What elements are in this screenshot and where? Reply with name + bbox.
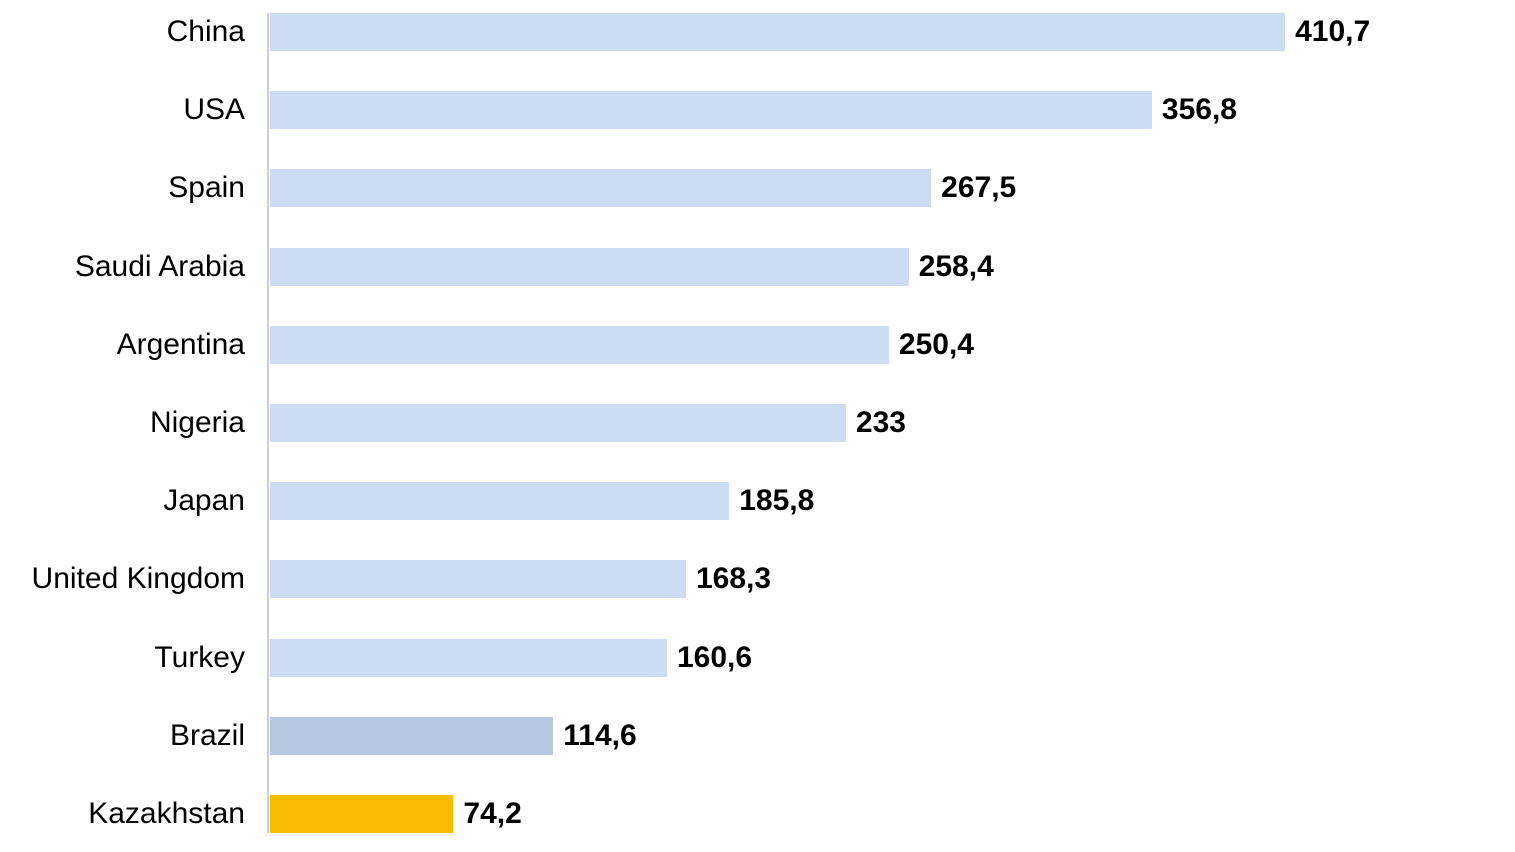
bar [270,169,932,208]
bar-row: Nigeria 233 [0,404,1515,442]
value-label: 233 [855,406,906,439]
bar-row: Kazakhstan 74,2 [0,795,1515,833]
bar-row: USA 356,8 [0,91,1515,130]
category-label: Japan [163,484,245,518]
bar-track: 185,8 [270,482,1515,521]
bar-row: Brazil 114,6 [0,716,1515,755]
category-label: China [166,15,245,48]
bar [270,404,846,442]
value-label: 114,6 [563,718,637,752]
bar-track: 114,6 [270,716,1515,755]
bar [270,560,686,599]
category-label: United Kingdom [31,562,245,596]
bar-track: 356,8 [270,91,1515,130]
bar-row: United Kingdom 168,3 [0,560,1515,599]
bar-row: Argentina 250,4 [0,325,1515,364]
category-label: Nigeria [149,406,245,439]
value-label: 410,7 [1295,15,1371,48]
bar [270,247,909,286]
value-label: 185,8 [739,484,815,518]
bar-row: Turkey 160,6 [0,638,1515,677]
bar-track: 233 [270,404,1515,442]
bar [270,13,1286,51]
value-label: 168,3 [695,562,772,596]
value-label: 250,4 [898,327,974,361]
category-label: Kazakhstan [88,797,245,830]
category-label: Brazil [169,718,245,752]
bar-row: Japan 185,8 [0,482,1515,521]
value-label: 160,6 [676,640,753,674]
bar-track: 74,2 [270,795,1515,833]
value-label: 356,8 [1161,93,1237,127]
category-label: Spain [168,171,245,205]
bar-row: China 410,7 [0,13,1515,51]
bar [270,716,554,755]
value-label: 258,4 [918,249,994,283]
bar-track: 250,4 [270,325,1515,364]
category-label: Saudi Arabia [74,249,245,283]
category-label: USA [183,93,245,127]
value-label: 267,5 [941,171,1017,205]
bar-track: 267,5 [270,169,1515,208]
bar-track: 168,3 [270,560,1515,599]
y-axis-line [267,13,269,833]
bar [270,795,454,833]
bar [270,482,730,521]
bar-row: Spain 267,5 [0,169,1515,208]
bar [270,325,889,364]
bar [270,91,1152,130]
bar [270,638,667,677]
bar-track: 160,6 [270,638,1515,677]
bar-row: Saudi Arabia 258,4 [0,247,1515,286]
category-label: Argentina [116,327,245,361]
category-label: Turkey [154,640,245,674]
bar-track: 258,4 [270,247,1515,286]
value-label: 74,2 [463,797,522,830]
bar-track: 410,7 [270,13,1515,51]
